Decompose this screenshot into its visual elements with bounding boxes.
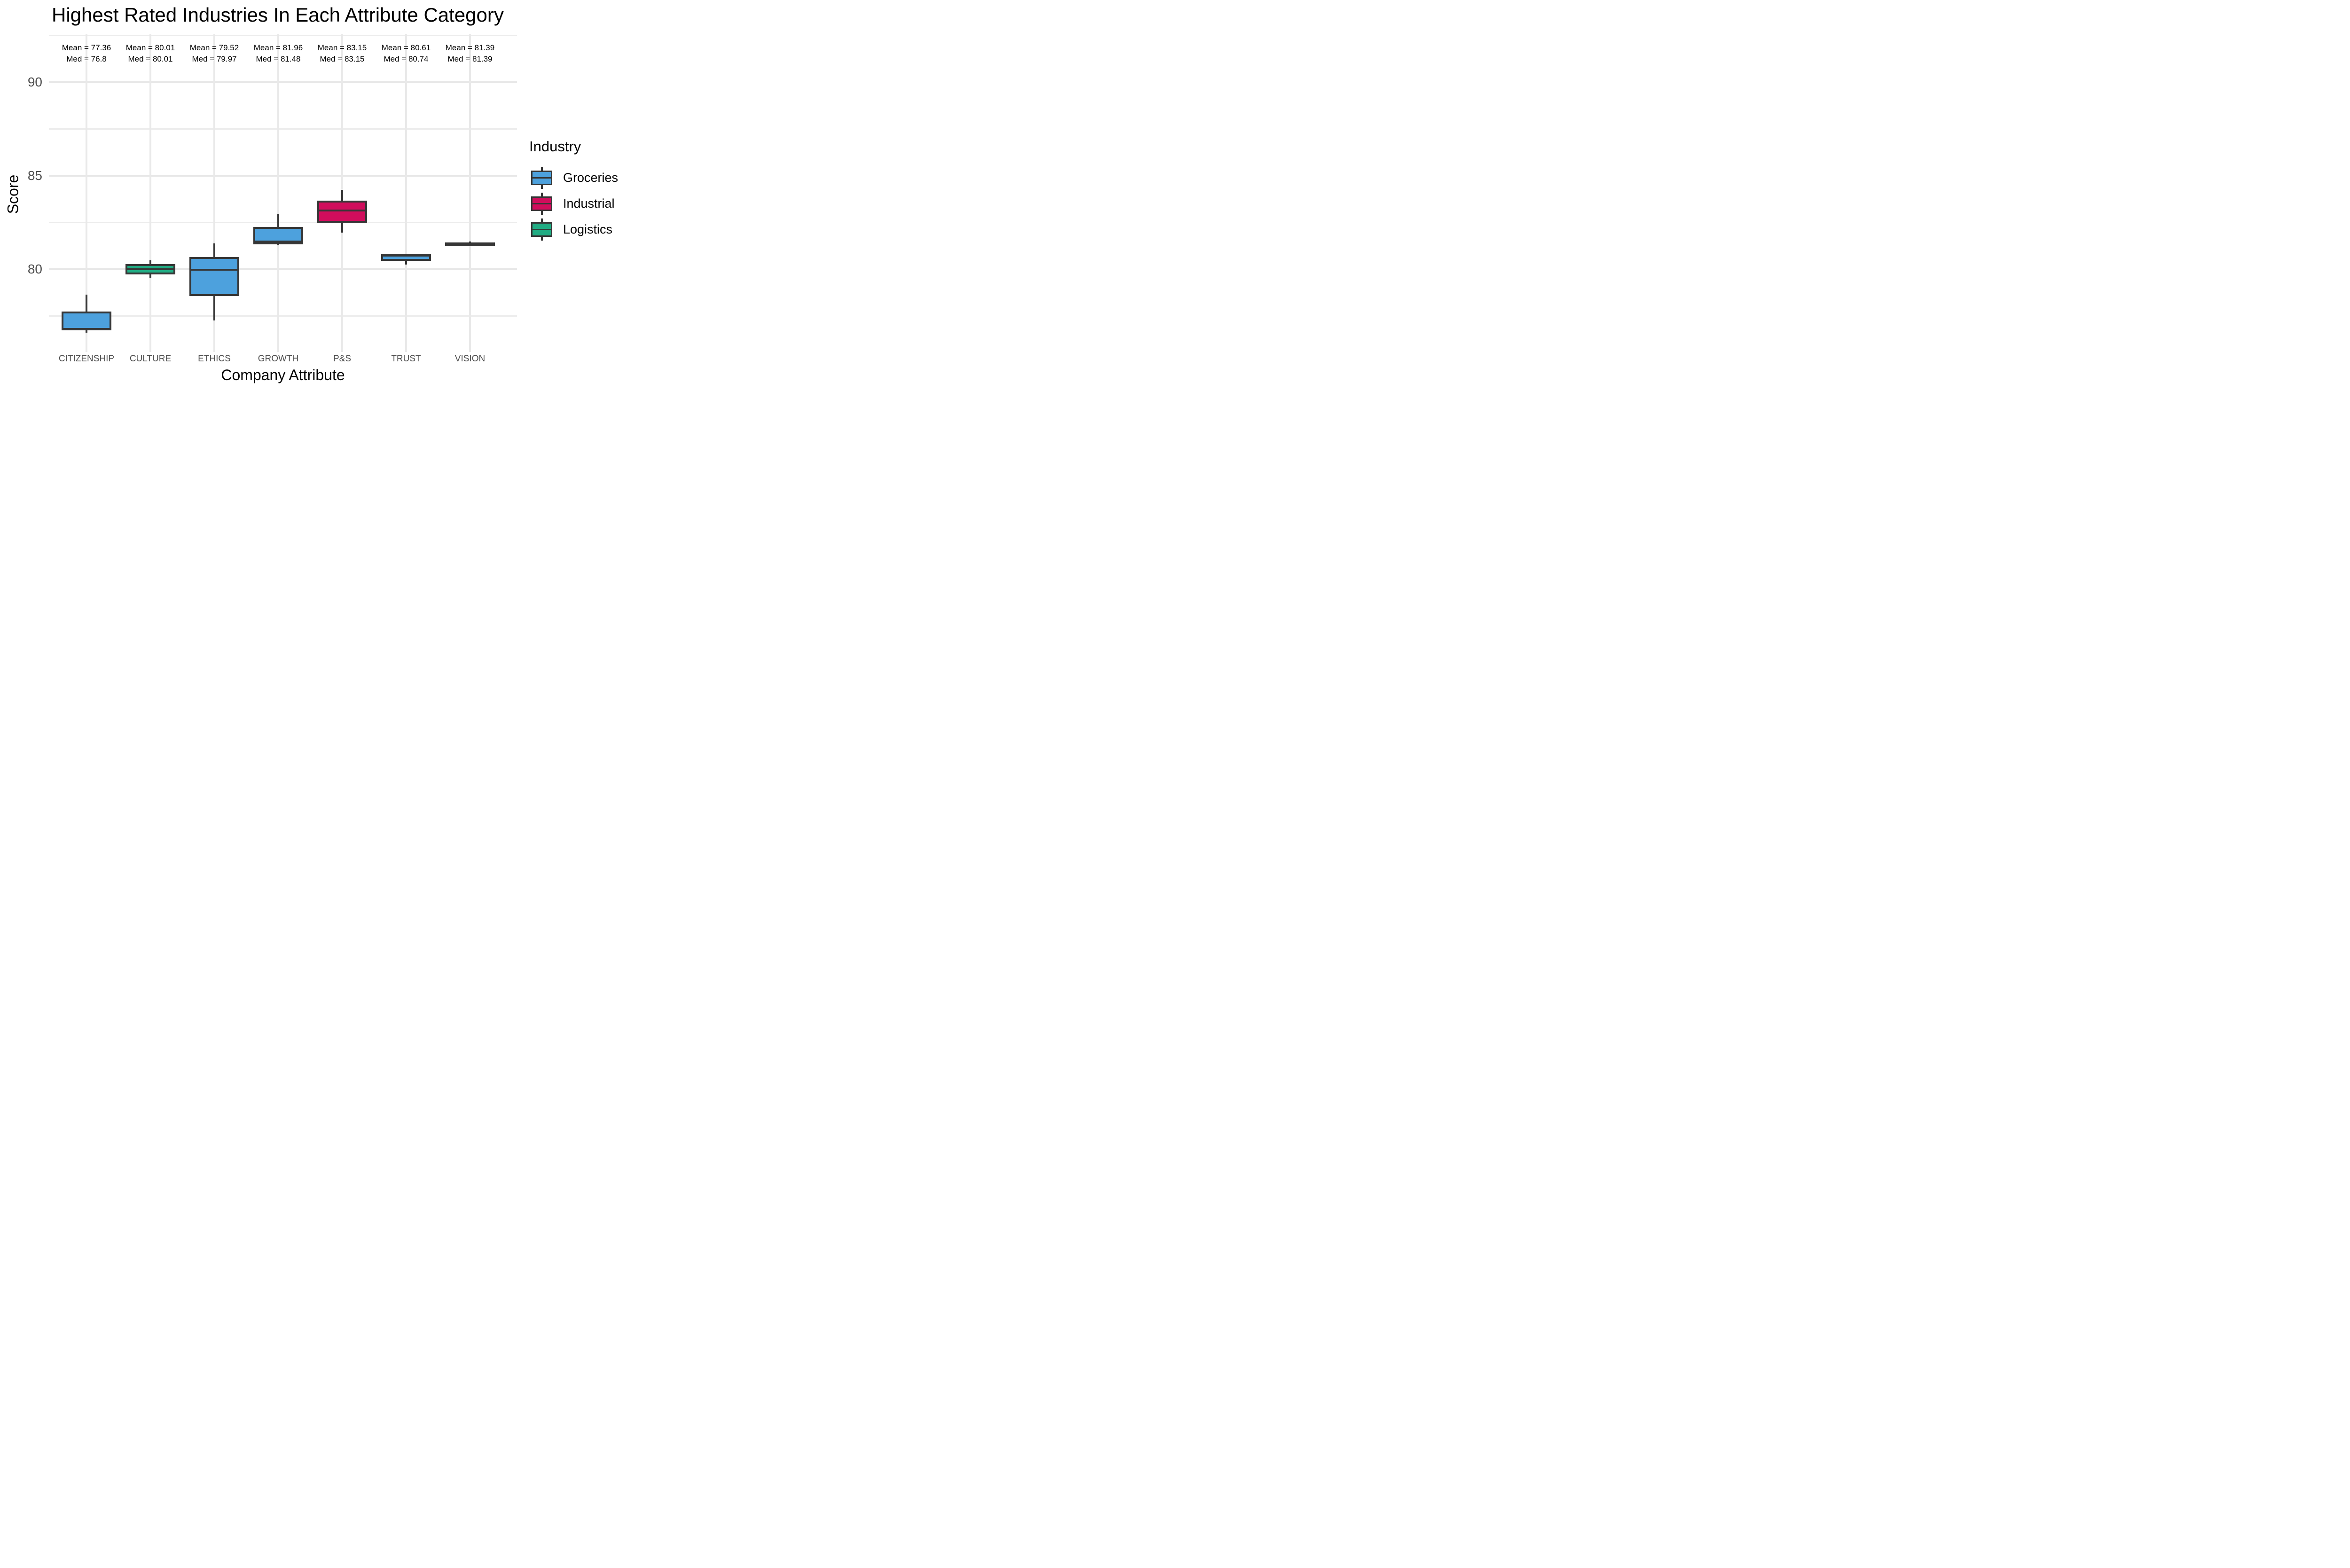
median-line: [191, 269, 237, 271]
minor-gridline: [49, 128, 517, 130]
boxplot-key-icon: [531, 218, 552, 241]
legend-label: Logistics: [563, 222, 613, 236]
minor-gridline: [49, 35, 517, 36]
major-gridline: [49, 81, 517, 83]
whisker-lower: [149, 273, 151, 278]
vertical-gridline: [86, 34, 87, 352]
whisker-upper: [213, 243, 215, 258]
median-line: [63, 328, 110, 330]
whisker-lower: [86, 329, 87, 333]
box-ethics: [189, 257, 239, 296]
x-tick-label: GROWTH: [258, 354, 299, 364]
legend-label: Groceries: [563, 170, 619, 185]
annotation-median: Med = 81.39: [447, 55, 493, 63]
annotation-median: Med = 83.15: [320, 55, 365, 63]
whisker-lower: [405, 260, 407, 265]
annotation-mean: Mean = 81.96: [253, 43, 303, 52]
annotation-median: Med = 81.48: [256, 55, 301, 63]
x-tick-label: ETHICS: [198, 354, 231, 364]
annotation-mean: Mean = 83.15: [317, 43, 367, 52]
major-gridline: [49, 268, 517, 270]
x-tick-label: CITIZENSHIP: [58, 354, 115, 364]
annotation-mean: Mean = 81.39: [445, 43, 495, 52]
whisker-lower: [341, 221, 343, 233]
whisker-upper: [341, 189, 343, 202]
major-gridline: [49, 175, 517, 177]
y-tick-label-80: 80: [27, 262, 42, 276]
median-line: [447, 242, 493, 244]
x-tick-label: TRUST: [391, 354, 421, 364]
plot-title: Highest Rated Industries In Each Attribu…: [52, 4, 504, 26]
median-line: [383, 254, 429, 257]
vertical-gridline: [277, 34, 279, 352]
annotation-median: Med = 80.74: [384, 55, 429, 63]
box-citizenship: [62, 311, 111, 330]
median-line: [319, 209, 365, 211]
legend-title: Industry: [529, 138, 581, 155]
minor-gridline: [49, 222, 517, 223]
annotation-median: Med = 80.01: [128, 55, 173, 63]
y-axis-title: Score: [4, 174, 22, 214]
whisker-upper: [149, 260, 151, 265]
x-tick-label: VISION: [454, 354, 486, 364]
whisker-upper: [86, 295, 87, 312]
vertical-gridline: [469, 34, 471, 352]
boxplot-key-icon: [531, 192, 552, 215]
x-tick-label: P&S: [333, 354, 352, 364]
annotation-median: Med = 76.8: [66, 55, 107, 63]
y-tick-label-85: 85: [27, 168, 42, 183]
vertical-gridline: [213, 34, 215, 352]
x-axis-title: Company Attribute: [221, 367, 345, 383]
vertical-gridline: [405, 34, 407, 352]
box-p&s: [317, 200, 367, 223]
minor-gridline: [49, 315, 517, 317]
annotation-mean: Mean = 77.36: [62, 43, 111, 52]
boxplot-chart: Highest Rated Industries In Each Attribu…: [0, 0, 634, 392]
legend-item-groceries: Groceries: [531, 166, 618, 189]
x-tick-label: CULTURE: [129, 354, 172, 364]
y-tick-label-90: 90: [27, 75, 42, 89]
legend-label: Industrial: [563, 196, 615, 211]
legend-item-logistics: Logistics: [531, 218, 612, 241]
legend-item-industrial: Industrial: [531, 192, 615, 215]
median-line: [127, 268, 173, 270]
whisker-upper: [277, 214, 279, 228]
plot-panel: [49, 34, 517, 352]
vertical-gridline: [149, 34, 151, 352]
annotation-mean: Mean = 80.61: [381, 43, 431, 52]
annotation-median: Med = 79.97: [192, 55, 237, 63]
median-line: [255, 241, 301, 243]
annotation-mean: Mean = 79.52: [189, 43, 239, 52]
whisker-lower: [213, 295, 215, 321]
boxplot-key-icon: [531, 166, 552, 189]
annotation-mean: Mean = 80.01: [125, 43, 175, 52]
